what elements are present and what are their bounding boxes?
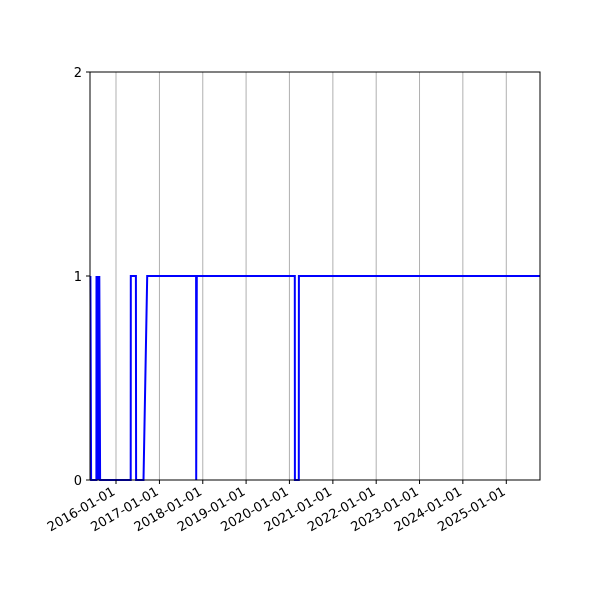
y-axis: 0 1 2: [74, 66, 90, 489]
x-axis: 2016-01-012017-01-012018-01-012019-01-01…: [45, 480, 508, 535]
series-layer: [89, 275, 540, 481]
y-tick-label: 0: [74, 474, 82, 489]
y-tick-label: 1: [74, 270, 82, 285]
y-tick-label: 2: [74, 66, 82, 81]
series-line: [89, 275, 540, 481]
